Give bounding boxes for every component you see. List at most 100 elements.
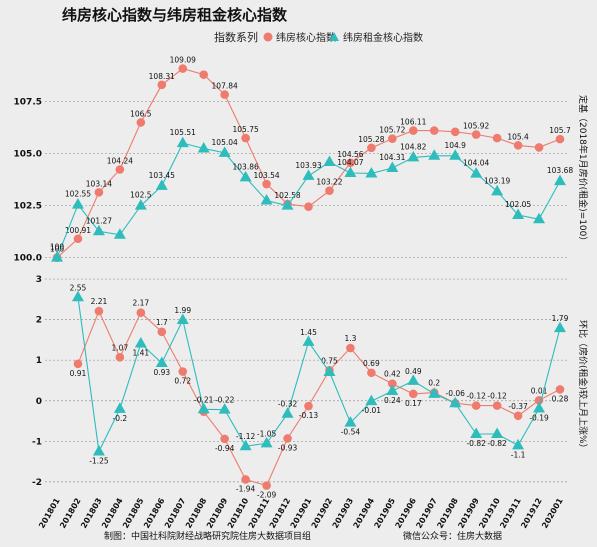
top-core-point (513, 141, 523, 150)
top-rent-point (71, 198, 84, 209)
top-data-label: 104.56 (337, 150, 363, 159)
bottom-data-label: 1.79 (552, 314, 569, 323)
bottom-data-label: -0.13 (299, 411, 319, 420)
top-rent-point (344, 166, 357, 178)
chart-title: 纬房核心指数与纬房租金核心指数 (62, 6, 288, 24)
top-core-point (367, 143, 376, 153)
bottom-data-label: 0.2 (428, 379, 440, 388)
bottom-data-label: -0.37 (508, 402, 528, 411)
bottom-rent-point (134, 337, 147, 348)
bottom-rent-point (449, 396, 462, 408)
bottom-core-point (471, 401, 481, 410)
bottom-ytick-label: -1 (32, 437, 42, 447)
bottom-core-point (94, 306, 104, 316)
bottom-rent-point (428, 387, 441, 398)
bottom-data-label: 0.93 (153, 368, 170, 377)
top-core-point (555, 134, 565, 144)
bottom-rent-point (470, 427, 483, 439)
bottom-data-label: -0.12 (487, 392, 507, 401)
bottom-rent-point (281, 407, 294, 418)
top-data-label: 103.22 (316, 178, 342, 187)
top-rent-point (512, 208, 525, 220)
top-core-point (388, 134, 397, 144)
top-core-point (73, 234, 83, 244)
top-data-label: 105.7 (549, 126, 571, 135)
x-axis: 2018012018022018032018042018052018062018… (37, 496, 565, 530)
top-data-label: 102.55 (65, 190, 91, 199)
bottom-rent-point (218, 403, 231, 414)
top-rent-point (134, 199, 147, 210)
top-rent-point (554, 174, 566, 186)
top-core-point (304, 202, 313, 212)
bottom-data-label: 1.3 (344, 334, 356, 343)
bottom-data-label: 0.17 (405, 399, 422, 408)
top-core-point (94, 188, 104, 197)
top-data-label: 104.24 (107, 156, 133, 165)
bottom-rent-point (554, 321, 566, 333)
bottom-data-label: 1.7 (156, 318, 168, 327)
top-rent-point (533, 212, 546, 224)
top-data-label: 102.58 (274, 191, 300, 200)
bottom-rent-point (239, 439, 252, 451)
bottom-rent-point (323, 365, 336, 376)
top-rent-point (197, 141, 210, 153)
top-data-label: 103.93 (295, 161, 321, 170)
bottom-data-label: -0.54 (341, 428, 361, 437)
bottom-data-label: -1.25 (89, 456, 109, 465)
top-rent-point (239, 170, 252, 182)
bottom-data-label: -1.05 (257, 429, 277, 438)
bottom-rent-point (155, 356, 168, 368)
bottom-core-point (304, 401, 313, 411)
bottom-rent-point (197, 402, 210, 414)
bottom-core-point (367, 368, 376, 378)
bottom-data-label: -0.19 (529, 413, 549, 422)
bottom-rent-point (176, 313, 189, 325)
legend: 指数系列 纬房核心指数 纬房租金核心指数 (214, 30, 423, 44)
bottom-core-point (408, 389, 418, 399)
bottom-data-label: 0.91 (70, 369, 87, 378)
bottom-core-point (73, 359, 83, 369)
bottom-core-point (220, 434, 229, 444)
bottom-data-label: -0.82 (466, 439, 486, 448)
bottom-data-label: 1.41 (132, 349, 149, 358)
bottom-core-point (346, 343, 355, 353)
top-rent-point (428, 149, 441, 160)
bottom-ytick-label: 1 (36, 356, 42, 366)
top-data-label: 105.04 (212, 138, 238, 147)
bottom-data-label: -0.21 (194, 395, 214, 404)
bottom-rent-line (77, 297, 561, 454)
top-rent-point (491, 184, 504, 196)
top-data-label: 109.09 (170, 56, 196, 65)
bottom-rent-point (71, 290, 84, 302)
bottom-panel: -2 -1 0 1 2 3 0.91 2.21 1.07 2.17 1.7 0.72 -0.94 -1.9… (32, 275, 569, 499)
top-data-label: 105.4 (507, 132, 529, 141)
bottom-data-label: 1.99 (174, 306, 191, 315)
top-rent-point (449, 149, 462, 160)
top-core-point (492, 133, 502, 143)
top-data-label: 104.31 (379, 153, 405, 162)
top-data-label: 104.9 (444, 141, 466, 150)
bottom-core-point (262, 481, 271, 490)
bottom-data-label: -0.01 (362, 406, 382, 415)
top-rent-point (407, 150, 420, 162)
bottom-data-label: 2.55 (70, 283, 87, 292)
x-tick-label: 202001 (540, 496, 565, 530)
top-ytick-label: 102.5 (14, 202, 42, 212)
bottom-rent-point (512, 438, 525, 450)
top-data-label: 105.28 (358, 135, 384, 144)
bottom-data-label: -1.12 (236, 432, 256, 441)
top-data-label: 104.82 (400, 142, 426, 151)
bottom-rent-point (113, 402, 126, 413)
bottom-data-label: -0.22 (215, 396, 235, 405)
top-data-label: 103.86 (233, 162, 259, 171)
top-data-label: 103.45 (149, 171, 175, 180)
bottom-data-label: 0.72 (174, 377, 191, 386)
bottom-rent-point (407, 374, 420, 385)
top-rent-point (470, 167, 483, 178)
bottom-rent-point (386, 384, 399, 396)
bottom-data-label: -0.12 (466, 392, 486, 401)
top-core-point (115, 165, 125, 174)
bottom-rent-point (302, 335, 315, 346)
bottom-rent-point (533, 401, 546, 413)
